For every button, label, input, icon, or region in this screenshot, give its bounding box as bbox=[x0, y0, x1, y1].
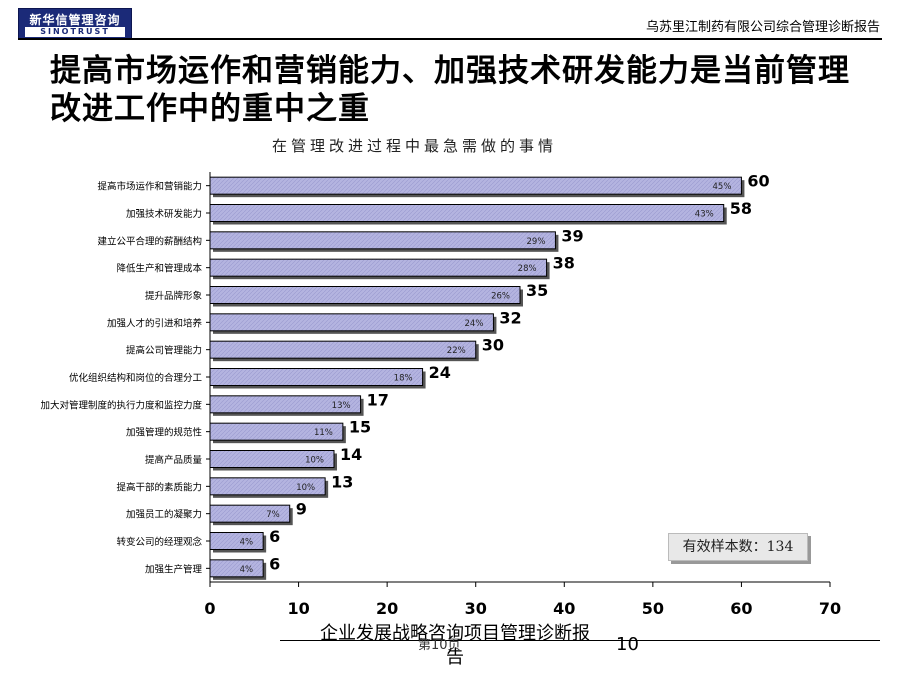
bar-percent-label: 10% bbox=[296, 483, 315, 493]
footer-page-number: 10 bbox=[616, 634, 639, 655]
chart-title: 在管理改进过程中最急需做的事情 bbox=[272, 137, 558, 155]
bar-value-label: 30 bbox=[482, 336, 504, 355]
footer-divider bbox=[280, 640, 880, 641]
bar-value-label: 24 bbox=[429, 363, 451, 382]
bar-value-label: 15 bbox=[349, 418, 371, 437]
category-label: 提高公司管理能力 bbox=[126, 345, 202, 357]
logo-english-text: SINOTRUST bbox=[25, 27, 125, 37]
bar bbox=[209, 204, 725, 222]
x-tick-label: 50 bbox=[642, 599, 664, 618]
footer-text: 企业发展战略咨询项目管理诊断报告 bbox=[320, 623, 590, 668]
category-label: 加强人才的引进和培养 bbox=[107, 317, 203, 329]
bar-percent-label: 4% bbox=[240, 565, 254, 575]
category-label: 加强管理的规范性 bbox=[126, 427, 203, 439]
x-tick-label: 40 bbox=[553, 599, 575, 618]
bar-percent-label: 10% bbox=[305, 456, 324, 466]
bar bbox=[209, 504, 291, 523]
bar-value-label: 9 bbox=[296, 500, 307, 519]
category-label: 加大对管理制度的执行力度和监控力度 bbox=[40, 399, 202, 411]
bar-percent-label: 13% bbox=[332, 401, 351, 411]
header-divider bbox=[18, 38, 882, 40]
page-title: 提高市场运作和营销能力、加强技术研发能力是当前管理改进工作中的重中之重 bbox=[50, 53, 850, 127]
bar-value-label: 60 bbox=[747, 172, 769, 191]
bar-value-label: 38 bbox=[553, 254, 575, 273]
category-label: 提升品牌形象 bbox=[145, 290, 203, 302]
footer-page-label: 第10页 bbox=[418, 638, 461, 653]
category-label: 转变公司的经理观念 bbox=[116, 536, 202, 548]
x-tick-label: 0 bbox=[204, 599, 215, 618]
sample-count-note: 有效样本数：134 bbox=[668, 533, 808, 561]
bar-value-label: 6 bbox=[269, 554, 280, 573]
bar-value-label: 13 bbox=[331, 472, 353, 491]
logo-chinese-text: 新华信管理咨询 bbox=[29, 13, 121, 27]
x-tick-label: 70 bbox=[819, 599, 841, 618]
category-label: 提高产品质量 bbox=[145, 454, 203, 466]
bar-percent-label: 11% bbox=[314, 428, 333, 438]
category-label: 提高市场运作和营销能力 bbox=[97, 181, 202, 193]
x-tick-label: 30 bbox=[465, 599, 487, 618]
bar bbox=[209, 532, 264, 550]
bar-percent-label: 4% bbox=[240, 538, 254, 548]
bar-percent-label: 7% bbox=[266, 510, 280, 520]
bar-value-label: 39 bbox=[561, 226, 583, 245]
bar bbox=[209, 231, 556, 250]
bar-percent-label: 26% bbox=[491, 292, 510, 302]
bar-percent-label: 29% bbox=[527, 237, 546, 247]
bar bbox=[209, 368, 424, 386]
category-label: 加强生产管理 bbox=[145, 563, 203, 575]
x-tick-label: 10 bbox=[287, 599, 309, 618]
bar bbox=[209, 450, 335, 468]
x-tick-label: 60 bbox=[730, 599, 752, 618]
bar bbox=[209, 313, 494, 332]
brand-logo: 新华信管理咨询 SINOTRUST bbox=[18, 8, 132, 40]
category-label: 提高干部的素质能力 bbox=[116, 481, 202, 493]
category-label: 建立公平合理的薪酬结构 bbox=[97, 235, 202, 247]
bar bbox=[209, 477, 326, 496]
bar-percent-label: 28% bbox=[518, 264, 537, 274]
bar bbox=[209, 176, 742, 195]
bar bbox=[209, 422, 344, 441]
bar-percent-label: 24% bbox=[465, 319, 484, 329]
category-label: 加强技术研发能力 bbox=[126, 208, 202, 220]
bar-value-label: 58 bbox=[730, 199, 752, 218]
bar bbox=[209, 395, 362, 414]
bar-value-label: 14 bbox=[340, 445, 362, 464]
x-tick-label: 20 bbox=[376, 599, 398, 618]
category-label: 加强员工的凝聚力 bbox=[126, 509, 202, 521]
bar-percent-label: 22% bbox=[447, 346, 466, 356]
bar-percent-label: 43% bbox=[695, 210, 714, 220]
bar bbox=[209, 559, 264, 578]
bar-value-label: 17 bbox=[367, 390, 389, 409]
bar-value-label: 6 bbox=[269, 527, 280, 546]
bar-value-label: 32 bbox=[499, 308, 521, 327]
bar-value-label: 35 bbox=[526, 281, 548, 300]
report-name: 乌苏里江制药有限公司综合管理诊断报告 bbox=[645, 20, 880, 35]
category-label: 降低生产和管理成本 bbox=[116, 263, 202, 275]
bar bbox=[209, 340, 477, 359]
bar-percent-label: 18% bbox=[394, 374, 413, 384]
bar bbox=[209, 258, 548, 277]
category-label: 优化组织结构和岗位的合理分工 bbox=[69, 372, 203, 384]
bar-percent-label: 45% bbox=[713, 182, 732, 192]
bar bbox=[209, 286, 521, 304]
